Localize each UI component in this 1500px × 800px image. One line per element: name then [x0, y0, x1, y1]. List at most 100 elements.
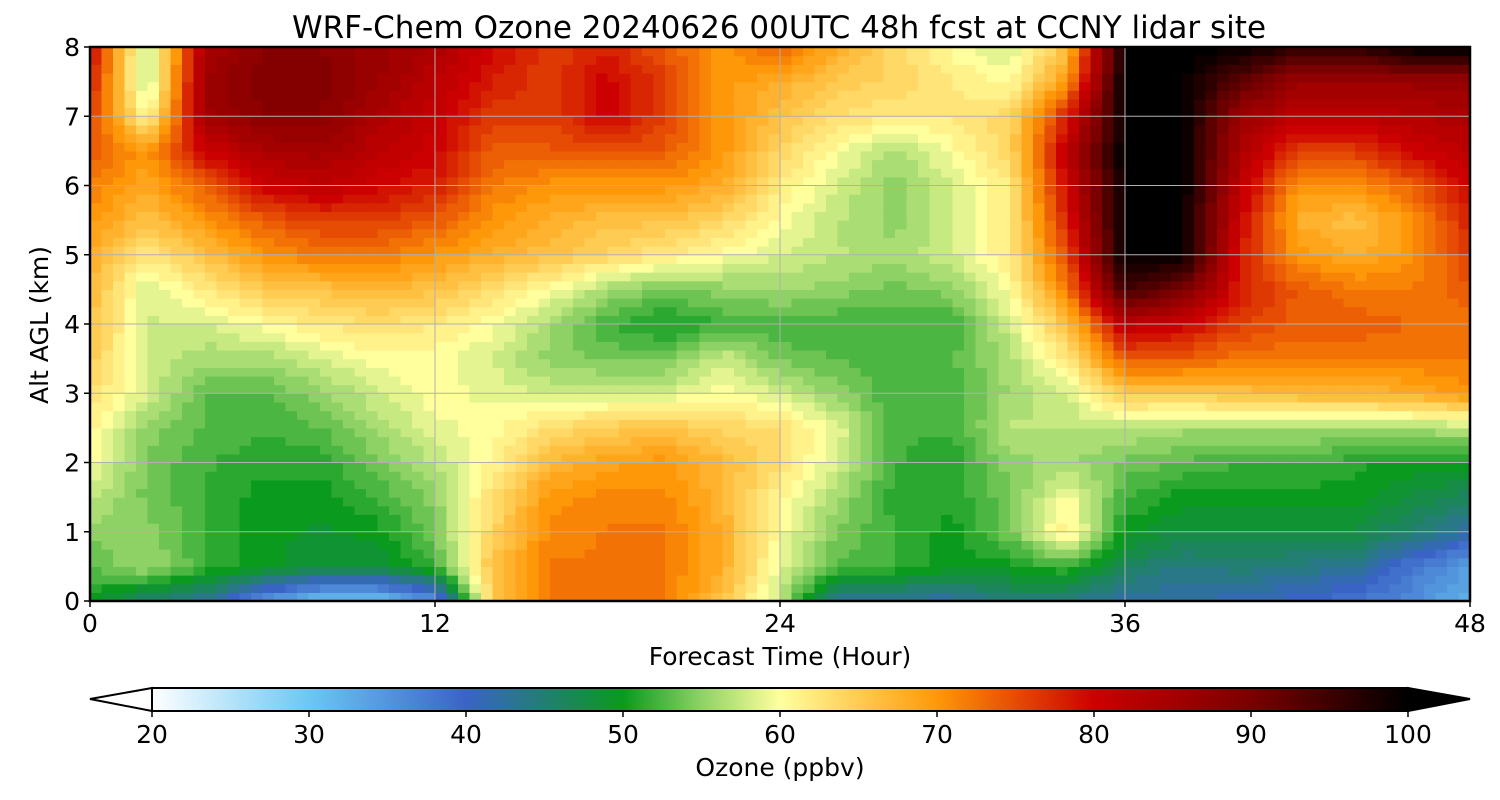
heatmap-cell	[389, 410, 402, 420]
heatmap-cell	[136, 531, 149, 542]
heatmap-cell	[596, 557, 609, 567]
heatmap-cell	[998, 531, 1011, 542]
heatmap-cell	[1182, 445, 1195, 455]
heatmap-cell	[561, 246, 574, 256]
heatmap-cell	[734, 289, 747, 299]
heatmap-cell	[688, 419, 701, 429]
heatmap-cell	[1056, 419, 1069, 429]
heatmap-cell	[1205, 436, 1218, 446]
heatmap-cell	[343, 445, 356, 455]
heatmap-cell	[1010, 306, 1023, 316]
heatmap-cell	[1228, 280, 1241, 290]
heatmap-cell	[1401, 505, 1414, 516]
heatmap-cell	[412, 471, 425, 481]
heatmap-cell	[251, 488, 264, 498]
heatmap-cell	[331, 453, 344, 464]
heatmap-cell	[1079, 583, 1092, 593]
heatmap-cell	[1194, 453, 1207, 464]
heatmap-cell	[768, 289, 781, 299]
heatmap-cell	[1044, 592, 1057, 601]
heatmap-cell	[1251, 263, 1264, 273]
heatmap-cell	[998, 523, 1011, 533]
heatmap-cell	[1251, 254, 1264, 265]
heatmap-cell	[469, 488, 482, 498]
heatmap-cell	[1067, 583, 1080, 593]
heatmap-cell	[630, 575, 643, 585]
heatmap-cell	[458, 436, 471, 446]
heatmap-cell	[941, 324, 954, 334]
heatmap-cell	[389, 254, 402, 265]
heatmap-cell	[768, 246, 781, 256]
heatmap-cell	[860, 306, 873, 316]
heatmap-cell	[665, 575, 678, 585]
heatmap-cell	[757, 592, 770, 601]
heatmap-cell	[860, 549, 873, 559]
heatmap-cell	[757, 341, 770, 351]
heatmap-cell	[1401, 497, 1414, 507]
heatmap-cell	[1125, 384, 1138, 394]
heatmap-cell	[297, 324, 310, 334]
heatmap-cell	[791, 471, 804, 481]
heatmap-cell	[136, 583, 149, 593]
heatmap-cell	[1458, 575, 1470, 585]
heatmap-cell	[929, 523, 942, 533]
heatmap-cell	[860, 592, 873, 601]
heatmap-cell	[676, 540, 689, 550]
heatmap-cell	[193, 272, 206, 282]
heatmap-cell	[193, 315, 206, 325]
heatmap-cell	[1171, 453, 1184, 464]
heatmap-cell	[722, 410, 735, 420]
heatmap-cell	[515, 471, 528, 481]
heatmap-cell	[320, 298, 333, 308]
heatmap-cell	[929, 289, 942, 299]
heatmap-cell	[964, 566, 977, 576]
heatmap-cell	[619, 358, 632, 368]
heatmap-cell	[573, 427, 586, 438]
heatmap-cell	[1171, 280, 1184, 290]
heatmap-cell	[1010, 332, 1023, 342]
heatmap-cell	[492, 367, 505, 377]
heatmap-cell	[1033, 514, 1046, 524]
heatmap-cell	[803, 575, 816, 585]
heatmap-cell	[1309, 505, 1322, 516]
heatmap-cell	[446, 557, 459, 567]
heatmap-cell	[1435, 479, 1448, 490]
heatmap-cell	[320, 263, 333, 273]
heatmap-cell	[883, 393, 896, 403]
heatmap-cell	[814, 341, 827, 351]
heatmap-cell	[1125, 306, 1138, 316]
heatmap-cell	[1079, 557, 1092, 567]
heatmap-cell	[1125, 488, 1138, 498]
heatmap-cell	[389, 436, 402, 446]
heatmap-cell	[1366, 384, 1379, 394]
heatmap-cell	[1424, 583, 1437, 593]
heatmap-cell	[619, 592, 632, 601]
heatmap-cell	[918, 272, 931, 282]
heatmap-cell	[941, 462, 954, 472]
heatmap-cell	[607, 315, 620, 325]
heatmap-cell	[734, 315, 747, 325]
heatmap-cell	[458, 549, 471, 559]
heatmap-cell	[1286, 557, 1299, 567]
heatmap-cell	[1159, 289, 1172, 299]
heatmap-cell	[1378, 315, 1391, 325]
heatmap-cell	[699, 384, 712, 394]
heatmap-cell	[1171, 540, 1184, 550]
heatmap-cell	[538, 419, 551, 429]
heatmap-cell	[400, 575, 413, 585]
heatmap-cell	[354, 471, 367, 481]
heatmap-cell	[676, 289, 689, 299]
heatmap-cell	[596, 401, 609, 412]
heatmap-cell	[1205, 427, 1218, 438]
heatmap-cell	[331, 341, 344, 351]
heatmap-cell	[584, 315, 597, 325]
heatmap-cell	[481, 453, 494, 464]
heatmap-cell	[435, 471, 448, 481]
heatmap-cell	[285, 453, 298, 464]
heatmap-cell	[159, 289, 172, 299]
heatmap-cell	[1228, 514, 1241, 524]
heatmap-cell	[1056, 254, 1069, 265]
heatmap-cell	[1079, 349, 1092, 360]
heatmap-cell	[113, 523, 126, 533]
heatmap-cell	[607, 237, 620, 247]
